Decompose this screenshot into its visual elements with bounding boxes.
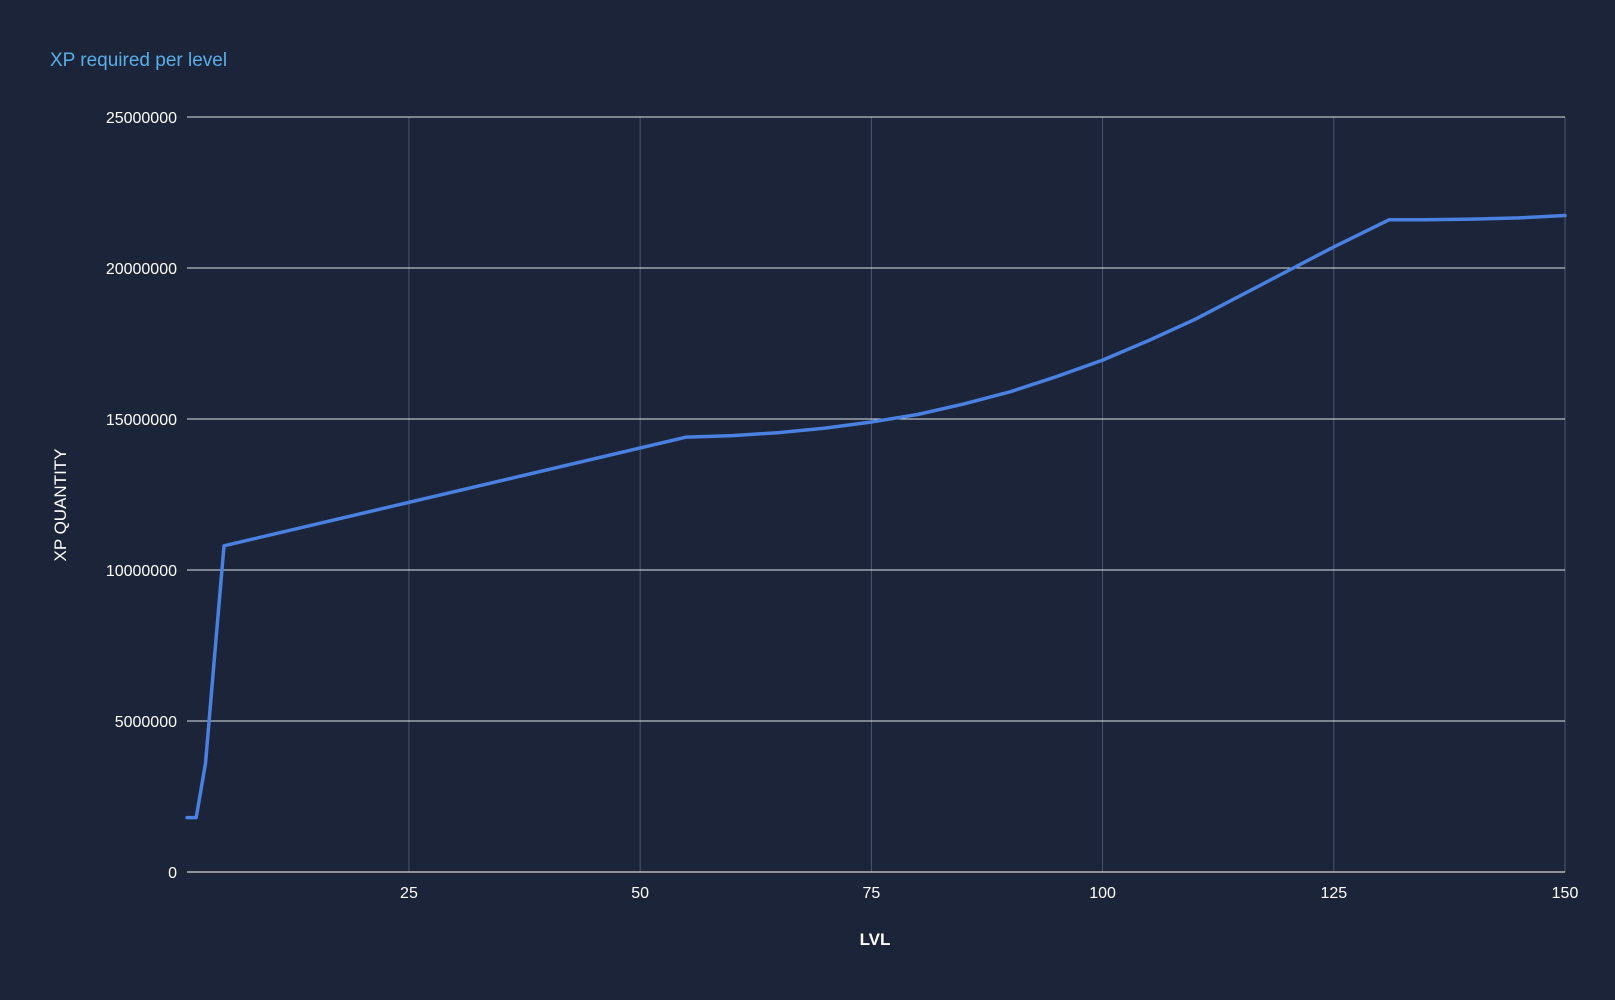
y-tick-label: 25000000 <box>106 110 177 127</box>
x-tick-label: 75 <box>862 885 880 902</box>
x-axis-title: LVL <box>860 930 891 949</box>
y-axis-title: XP QUANTITY <box>51 448 70 561</box>
x-tick-label: 125 <box>1320 885 1347 902</box>
y-tick-label: 10000000 <box>106 563 177 580</box>
y-tick-label: 0 <box>168 865 177 882</box>
y-tick-label: 20000000 <box>106 261 177 278</box>
x-tick-label: 100 <box>1089 885 1116 902</box>
grid-layer <box>187 116 1566 873</box>
y-tick-label: 5000000 <box>115 714 177 731</box>
y-tick-label: 15000000 <box>106 412 177 429</box>
x-tick-label: 150 <box>1552 885 1579 902</box>
x-tick-label: 25 <box>400 885 418 902</box>
series-layer <box>185 213 1567 820</box>
series-line <box>185 213 1567 820</box>
tick-labels: 25 50 75 100 125 150 0 5000000 10000000 15000000 2… <box>106 110 1579 902</box>
x-tick-label: 50 <box>631 885 649 902</box>
chart-title: XP required per level <box>50 50 228 71</box>
